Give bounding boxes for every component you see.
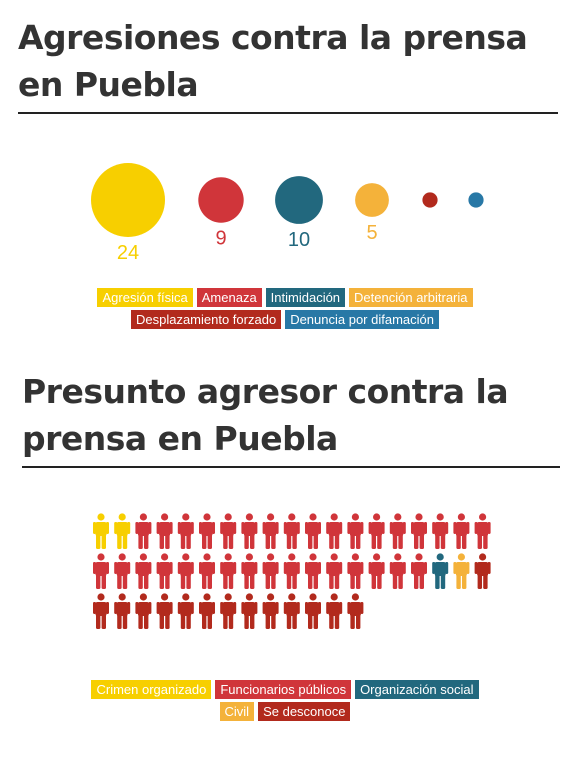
person-icon xyxy=(347,553,364,589)
person-icon xyxy=(305,593,321,629)
person-icon xyxy=(177,513,194,549)
person-icon xyxy=(305,513,321,549)
legend-item: Intimidación xyxy=(265,288,346,307)
legend-row: Agresión física Amenaza Intimidación Detenc… xyxy=(0,288,570,307)
legend-item: Detención arbitraria xyxy=(349,288,473,307)
person-icon xyxy=(199,513,215,549)
person-icon xyxy=(368,513,385,549)
person-icon xyxy=(220,553,237,589)
aggressions-bubble-chart: 24 9 10 5 xyxy=(91,163,484,264)
legend-item: Desplazamiento forzado xyxy=(130,310,282,329)
person-icon xyxy=(326,553,343,589)
person-icon xyxy=(177,593,194,629)
person-icon xyxy=(305,553,321,589)
person-icon xyxy=(262,513,279,549)
aggressions-legend: Agresión física Amenaza Intimidación Detenc… xyxy=(0,288,570,332)
person-icon xyxy=(432,553,449,589)
person-icon xyxy=(326,593,343,629)
person-icon xyxy=(241,593,258,629)
legend-item: Crimen organizado xyxy=(91,680,212,699)
person-icon xyxy=(220,513,237,549)
legend-item: Agresión física xyxy=(97,288,193,307)
bubble-value-label: 24 xyxy=(117,242,139,264)
person-icon xyxy=(93,553,109,589)
person-icon xyxy=(262,553,279,589)
person-icon xyxy=(114,553,131,589)
person-icon xyxy=(283,553,300,589)
person-icon xyxy=(241,553,258,589)
person-icon xyxy=(474,553,491,589)
legend-item: Civil xyxy=(219,702,255,721)
legend-row: Crimen organizado Funcionarios públicos Or… xyxy=(0,680,570,699)
person-icon xyxy=(199,593,215,629)
aggressor-legend: Crimen organizado Funcionarios públicos Or… xyxy=(0,680,570,724)
bubble-3 xyxy=(355,183,389,217)
title-divider xyxy=(22,466,560,468)
person-icon xyxy=(135,513,152,549)
title-divider xyxy=(18,112,558,114)
legend-row: Civil Se desconoce xyxy=(0,702,570,721)
person-icon xyxy=(411,553,427,589)
person-icon xyxy=(326,513,343,549)
person-icon xyxy=(93,593,109,629)
bubble-5 xyxy=(468,192,484,208)
person-icon xyxy=(135,553,152,589)
bubble-value-label: 10 xyxy=(288,229,310,251)
person-icon xyxy=(432,513,449,549)
person-icon xyxy=(474,513,491,549)
legend-item: Organización social xyxy=(355,680,479,699)
person-icon xyxy=(411,513,427,549)
person-icon xyxy=(220,593,237,629)
person-icon xyxy=(93,513,109,549)
bubble-2 xyxy=(275,176,323,224)
bubble-value-label: 5 xyxy=(366,222,377,244)
person-icon xyxy=(347,593,364,629)
aggressor-title: Presunto agresor contra la prensa en Pue… xyxy=(22,372,509,458)
person-icon xyxy=(453,553,470,589)
person-icon xyxy=(156,513,173,549)
bubble-0 xyxy=(91,163,165,237)
person-icon xyxy=(135,593,152,629)
person-icon xyxy=(389,553,406,589)
legend-item: Denuncia por difamación xyxy=(285,310,439,329)
person-icon xyxy=(283,593,300,629)
bubble-4 xyxy=(422,192,438,208)
legend-row: Desplazamiento forzado Denuncia por difam… xyxy=(0,310,570,329)
person-icon xyxy=(389,513,406,549)
legend-item: Se desconoce xyxy=(258,702,351,721)
bubble-value-label: 9 xyxy=(215,228,226,250)
person-icon xyxy=(199,553,215,589)
person-icon xyxy=(262,593,279,629)
person-icon xyxy=(347,513,364,549)
person-icon xyxy=(241,513,258,549)
person-icon xyxy=(368,553,385,589)
person-icon xyxy=(156,593,173,629)
person-icon xyxy=(283,513,300,549)
legend-item: Funcionarios públicos xyxy=(215,680,352,699)
legend-item: Amenaza xyxy=(196,288,262,307)
aggressor-pictogram-chart xyxy=(93,513,491,629)
person-icon xyxy=(114,513,131,549)
bubble-1 xyxy=(198,177,244,223)
person-icon xyxy=(114,593,131,629)
person-icon xyxy=(177,553,194,589)
person-icon xyxy=(156,553,173,589)
aggressions-title: Agresiones contra la prensa en Puebla xyxy=(18,18,528,104)
person-icon xyxy=(453,513,470,549)
